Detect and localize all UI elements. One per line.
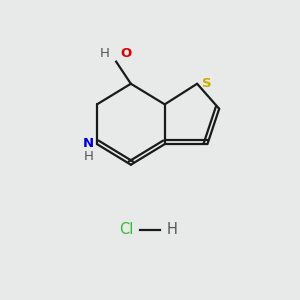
Text: Cl: Cl	[119, 222, 134, 237]
Text: N: N	[82, 137, 94, 150]
Text: O: O	[121, 47, 132, 60]
Text: H: H	[166, 222, 177, 237]
Text: H: H	[100, 47, 110, 60]
Text: S: S	[202, 77, 212, 90]
Text: H: H	[84, 150, 94, 163]
